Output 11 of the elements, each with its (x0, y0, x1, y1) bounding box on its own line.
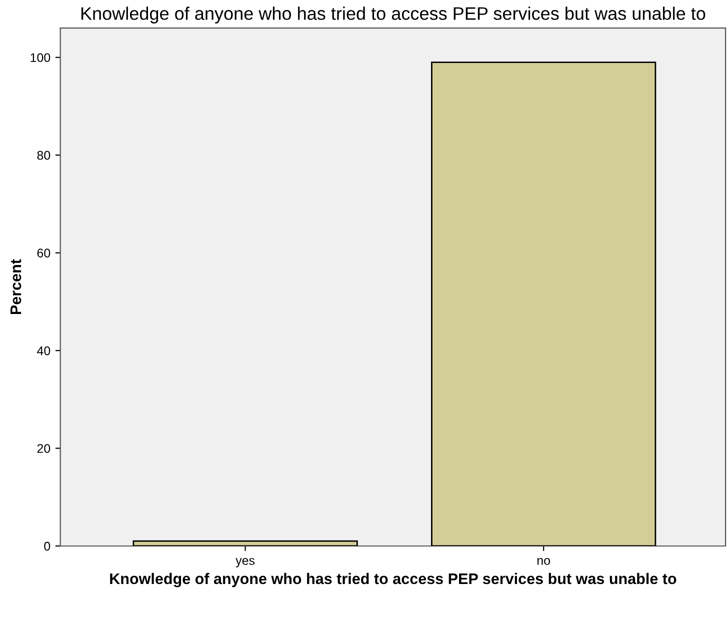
x-axis-title: Knowledge of anyone who has tried to access PEP services but was unable to (110, 572, 676, 588)
chart-title: Knowledge of anyone who has tried to access PEP services but was unable to (81, 6, 706, 24)
x-tick-label: no (537, 558, 550, 565)
y-tick-label: 20 (37, 444, 50, 453)
y-tick-label: 60 (37, 248, 50, 258)
y-axis-title: Percent (10, 259, 22, 314)
y-tick-label: 0 (44, 542, 50, 551)
x-tick-label: yes (236, 558, 255, 568)
y-tick-label: 80 (37, 150, 50, 160)
y-tick-label: 40 (37, 346, 50, 356)
y-tick-label: 100 (30, 53, 50, 62)
